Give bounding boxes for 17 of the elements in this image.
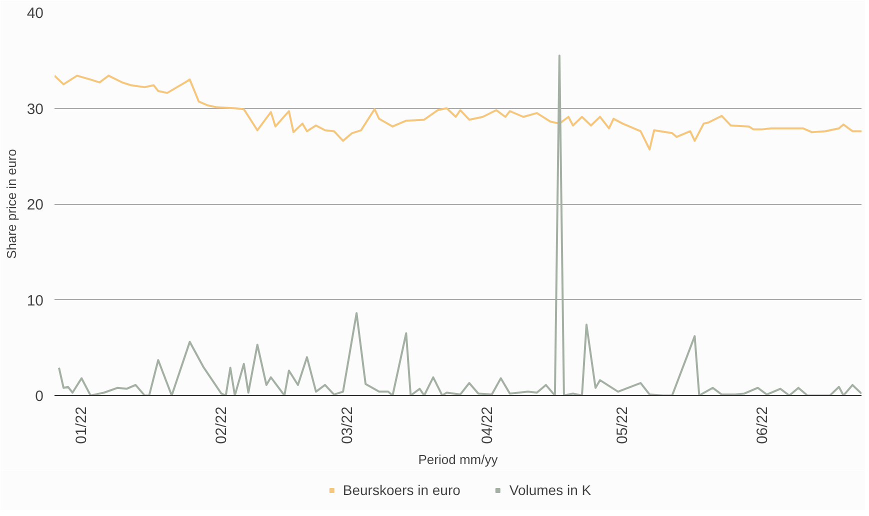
y-tick-label: 10 [26,292,44,310]
y-axis-title: Share price in euro [4,149,19,259]
x-tick-label: 04/22 [478,406,496,444]
y-tick-label: 30 [26,100,44,118]
x-tick-label: 03/22 [339,406,356,444]
y-tick-label: 40 [26,5,44,22]
x-tick-label: 05/22 [614,406,632,444]
line-series [54,74,862,150]
y-tick-label: 20 [26,196,44,214]
line-series [58,54,862,396]
x-tick-label: 02/22 [212,406,230,444]
y-tick-label: 0 [35,388,44,405]
legend-label: Beurskoers in euro [342,482,460,498]
x-tick-label: 06/22 [754,406,771,444]
x-tick-label: 01/22 [73,406,90,444]
x-axis-title: Period mm/yy [418,452,498,468]
legend-label: Volumes in K [509,482,592,498]
